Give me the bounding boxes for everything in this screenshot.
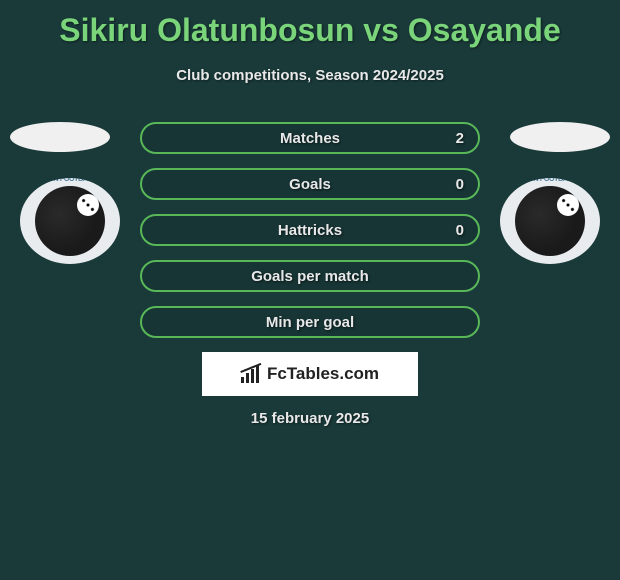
brand-text: FcTables.com — [267, 364, 379, 384]
stat-row-matches: Matches 2 — [140, 122, 480, 154]
player-avatar-right — [510, 122, 610, 152]
club-badge-left: SUN FOOTBALL — [20, 178, 120, 264]
page-title: Sikiru Olatunbosun vs Osayande — [0, 0, 620, 49]
stat-value-right: 2 — [456, 130, 464, 147]
club-badge-text-left: SUN FOOTBALL — [20, 178, 120, 183]
stats-container: Matches 2 Goals 0 Hattricks 0 Goals per … — [140, 122, 480, 352]
player-avatar-left — [10, 122, 110, 152]
stat-row-goals-per-match: Goals per match — [140, 260, 480, 292]
bar-chart-icon — [241, 365, 263, 383]
stat-label: Goals — [289, 176, 331, 193]
stat-row-hattricks: Hattricks 0 — [140, 214, 480, 246]
subtitle: Club competitions, Season 2024/2025 — [0, 67, 620, 84]
club-badge-text-right: SUN FOOTBALL — [500, 178, 600, 183]
stat-label: Min per goal — [266, 314, 354, 331]
stat-value-right: 0 — [456, 176, 464, 193]
club-badge-right: SUN FOOTBALL — [500, 178, 600, 264]
stat-label: Goals per match — [251, 268, 369, 285]
date-label: 15 february 2025 — [0, 410, 620, 427]
soccer-ball-icon — [77, 194, 99, 216]
soccer-ball-icon — [557, 194, 579, 216]
stat-label: Matches — [280, 130, 340, 147]
brand-attribution: FcTables.com — [202, 352, 418, 396]
stat-value-right: 0 — [456, 222, 464, 239]
stat-row-min-per-goal: Min per goal — [140, 306, 480, 338]
stat-row-goals: Goals 0 — [140, 168, 480, 200]
stat-label: Hattricks — [278, 222, 342, 239]
